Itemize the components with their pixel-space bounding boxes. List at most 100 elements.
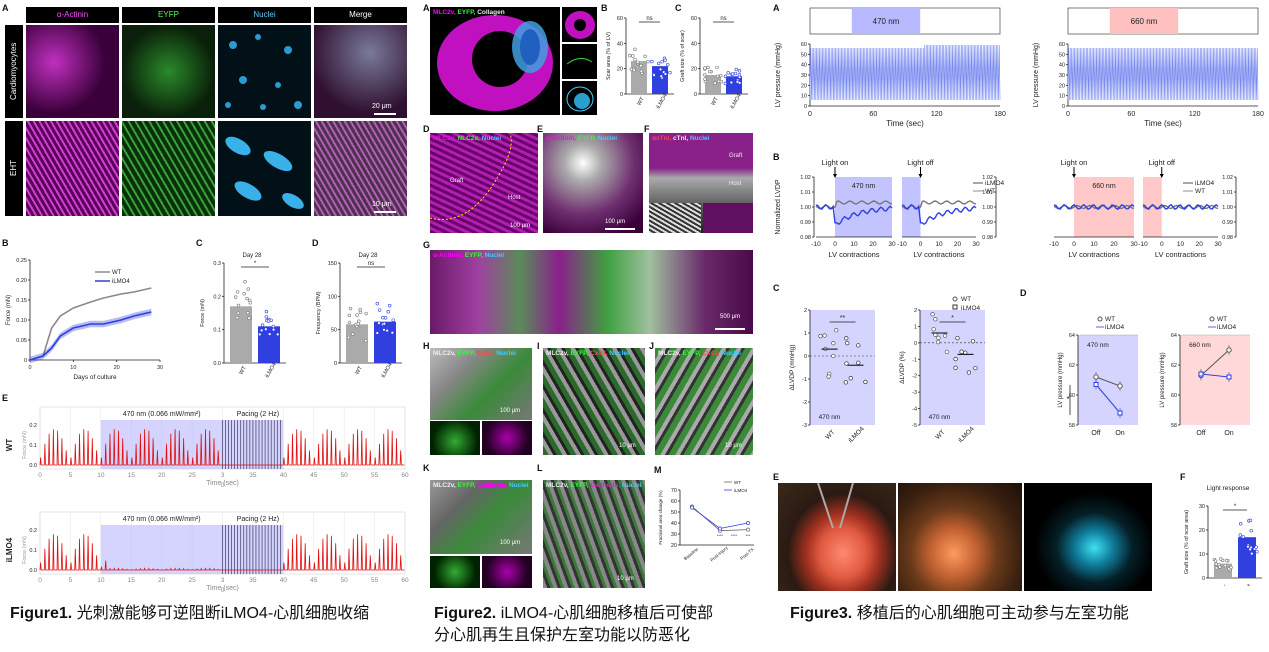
fig3c-sig: *: [951, 315, 954, 322]
fig3b-y-mid-tick-label: 1.02: [982, 175, 993, 181]
fig3b-x-tick: 20: [1110, 241, 1118, 248]
fig3b-x-label: LV contractions: [1068, 250, 1119, 259]
fig3d-x-label: Off: [1091, 430, 1100, 437]
bar-point: [660, 59, 664, 64]
fig3c-y-tick-label: 0: [804, 354, 807, 360]
fig2-panel-a-label: A: [423, 3, 430, 13]
bar-point: [375, 301, 380, 306]
bar-point: [668, 70, 672, 75]
caption-text: iLMO4-心肌细胞移植后可使部: [500, 605, 714, 622]
trace-x-tick: 50: [341, 472, 349, 479]
fig3a-x-tick: 120: [931, 111, 943, 118]
bar-point: [633, 47, 637, 52]
fig3b-x-label: LV contractions: [828, 250, 879, 259]
fig3c-sig: **: [840, 315, 846, 322]
fig3b-y-mid-tick-label: 0.98: [982, 235, 993, 241]
bar-point: [1238, 522, 1243, 526]
bar-iLMO4: [726, 76, 742, 94]
fig3c-point: [953, 365, 958, 370]
fig3d-y-label: LV pressure (mmHg): [1160, 352, 1166, 407]
micrograph-h-inset-2: [482, 421, 532, 455]
fig3b-x-tick: -10: [1049, 241, 1059, 248]
row-label-eht: EHT: [5, 121, 23, 216]
bar-point: [356, 322, 360, 326]
bar-point: [628, 53, 632, 58]
bar-point: [243, 279, 247, 284]
bar-y-tick-label: 100: [328, 294, 337, 300]
light-window: [902, 177, 921, 237]
fig3d-y-tick-label: 58: [1069, 423, 1075, 429]
trace-y-tick: 0.2: [29, 528, 37, 534]
micrograph-cm-merge: 20 μm: [314, 25, 407, 118]
bar-x-label: iLMO4: [380, 362, 393, 379]
stain: Nuclei: [509, 482, 529, 489]
fig3c-point: [973, 365, 978, 371]
bar-point: [347, 320, 352, 325]
bar-point: [271, 327, 276, 332]
fig3c-y-tick-label: -3: [802, 423, 807, 429]
stain: MLC2v,: [433, 135, 456, 142]
fig3a-y-label: LV pressure (mmHg): [1033, 43, 1040, 107]
fig3a-y-tick-label: 30: [1059, 73, 1065, 79]
scalebar-label: 500 μm: [720, 314, 741, 320]
trace-x-tick: 0: [38, 577, 42, 584]
micrograph-eht-actinin: [26, 121, 119, 216]
fig3b-annotation: Light on: [822, 158, 849, 167]
bar-y-tick-label: 20: [1199, 528, 1205, 534]
bar-point: [719, 73, 723, 78]
label-graft: Graft: [450, 178, 464, 184]
light-window: [1143, 177, 1162, 237]
bar-point: [737, 69, 742, 73]
bar-point: [264, 309, 269, 314]
stain: EYFP,: [457, 482, 476, 489]
fig3c-point: [936, 335, 941, 340]
bar-x-label: WT: [238, 365, 248, 376]
bar-point: [1223, 563, 1228, 568]
trace-x-tick: 5: [69, 472, 73, 479]
scalebar-label: 100 μm: [500, 408, 521, 414]
fig3a-y-tick-label: 50: [801, 52, 807, 58]
fig3b-x-tick: -10: [1138, 241, 1148, 248]
fig1b-ilmo4-sem-band: [30, 308, 152, 364]
bar-point: [631, 54, 635, 58]
fig3a-x-tick: 180: [1252, 111, 1264, 118]
stain-collagen: Collagen: [477, 9, 505, 16]
photo-heart-2: [898, 483, 1022, 591]
stim-bar-label: 660 nm: [1131, 17, 1158, 26]
fig3c-point: [844, 361, 849, 366]
stain: Nuclei: [622, 482, 642, 489]
fig1b-x-tick-label: 20: [114, 365, 120, 371]
fig3c-y-tick-label: -2: [912, 374, 917, 380]
stain: EYFP,: [570, 350, 589, 357]
fig3d-y-tick-label: 62: [1069, 363, 1075, 369]
trace-x-tick: 60: [401, 577, 409, 584]
bar-y-tick-label: 0: [334, 361, 337, 367]
trace-x-tick: 50: [341, 577, 349, 584]
trace-pacing-label: Pacing (2 Hz): [237, 516, 279, 523]
fig3a-y-tick-label: 60: [801, 42, 807, 48]
bar-y-tick-label: 30: [1199, 504, 1205, 510]
fig3c-nm-label: 470 nm: [819, 414, 841, 421]
trace-y-tick: 0.0: [29, 568, 37, 574]
fig2m-point: [690, 505, 694, 510]
bar-x-label: WT: [636, 96, 646, 107]
caption-text: 分心肌再生且保护左室功能以防恶化: [434, 627, 691, 644]
stain: MLC2v,: [433, 482, 456, 489]
fig3c-y-tick-label: 1: [914, 324, 917, 330]
fig3c-legend-ilmo4-marker: [952, 304, 958, 310]
fig3a-y-tick-label: 10: [1059, 94, 1065, 100]
fig3b-nm-label: 470 nm: [852, 183, 876, 190]
bar-point: [643, 54, 647, 58]
fig3c-point: [845, 340, 850, 346]
fig1b-line-iLMO4: [29, 311, 152, 361]
fig1b-force-chart: 0.25 0.20 0.15 0.10 0.05 00 10 20 30 Force (mN) Da…: [6, 258, 163, 381]
fig3b-x-tick: 30: [1130, 241, 1138, 248]
bar-y-tick-label: 150: [328, 261, 337, 267]
micrograph-f: αsTnl, cTnl, Nuclei Graft Host: [649, 133, 753, 233]
bar-point: [258, 332, 262, 337]
bar-point: [358, 307, 362, 312]
fig3d-legend-wt: WT: [1105, 316, 1115, 323]
fig2c-graft-size-bar: 60 40 20 0 Graft size (% of scar) WT iLMO4 ns: [680, 16, 748, 110]
fig3b-y-mid-tick-label: 1.00: [982, 205, 993, 211]
stain: α-Actinin,: [433, 252, 463, 259]
